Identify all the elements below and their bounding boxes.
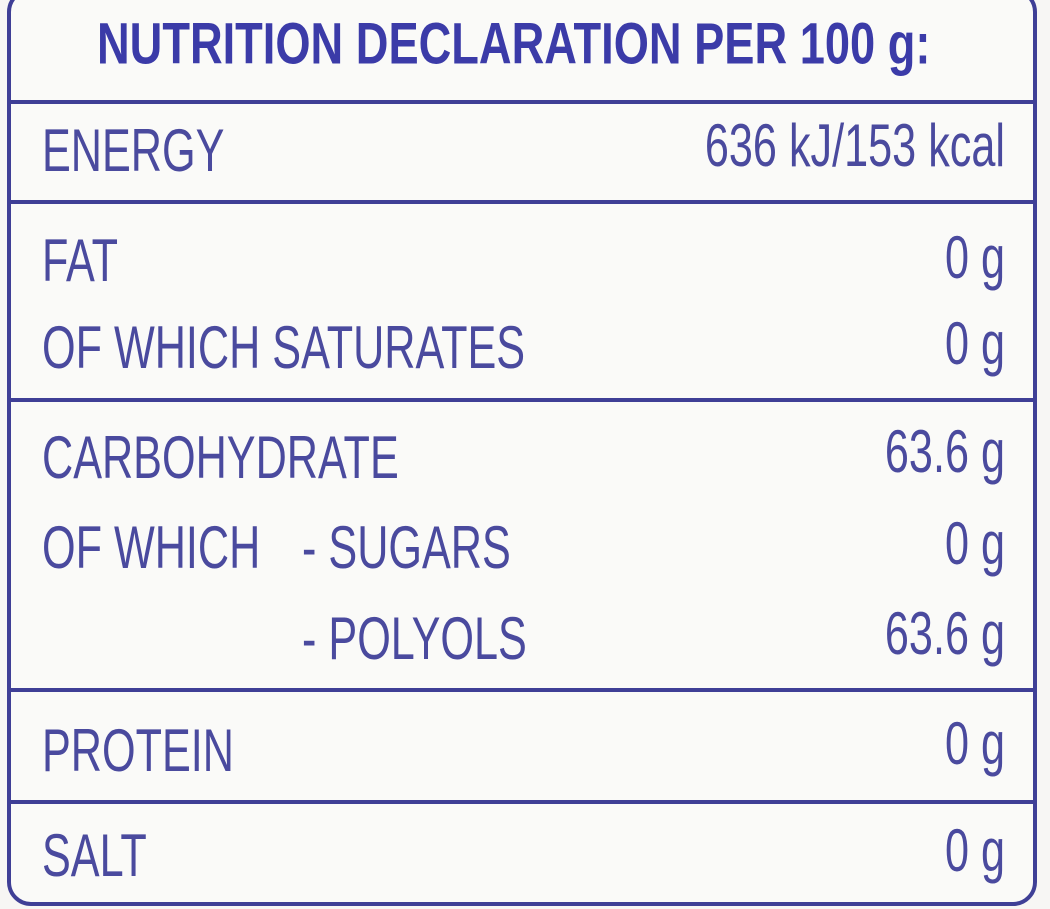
row-value: 0 g (945, 511, 1005, 578)
row-value: 636 kJ/153 kcal (705, 113, 1005, 180)
label-border (7, 0, 1037, 906)
title: NUTRITION DECLARATION PER 100 g: (97, 12, 930, 77)
row-label: FAT (42, 228, 118, 295)
row-label: ENERGY (42, 118, 224, 185)
row-label: PROTEIN (42, 718, 234, 785)
row-value: 0 g (945, 225, 1005, 292)
row-prefix: OF WHICH (42, 515, 260, 582)
row-label: - POLYOLS (302, 606, 527, 673)
row-value: 63.6 g (885, 419, 1005, 486)
row-value: 63.6 g (885, 601, 1005, 668)
row-label: SALT (42, 823, 147, 890)
row-value: 0 g (945, 711, 1005, 778)
row-label: CARBOHYDRATE (42, 425, 399, 492)
row-value: 0 g (945, 311, 1005, 378)
row-label: OF WHICH SATURATES (42, 315, 525, 382)
row-label: - SUGARS (302, 515, 511, 582)
row-value: 0 g (945, 818, 1005, 885)
